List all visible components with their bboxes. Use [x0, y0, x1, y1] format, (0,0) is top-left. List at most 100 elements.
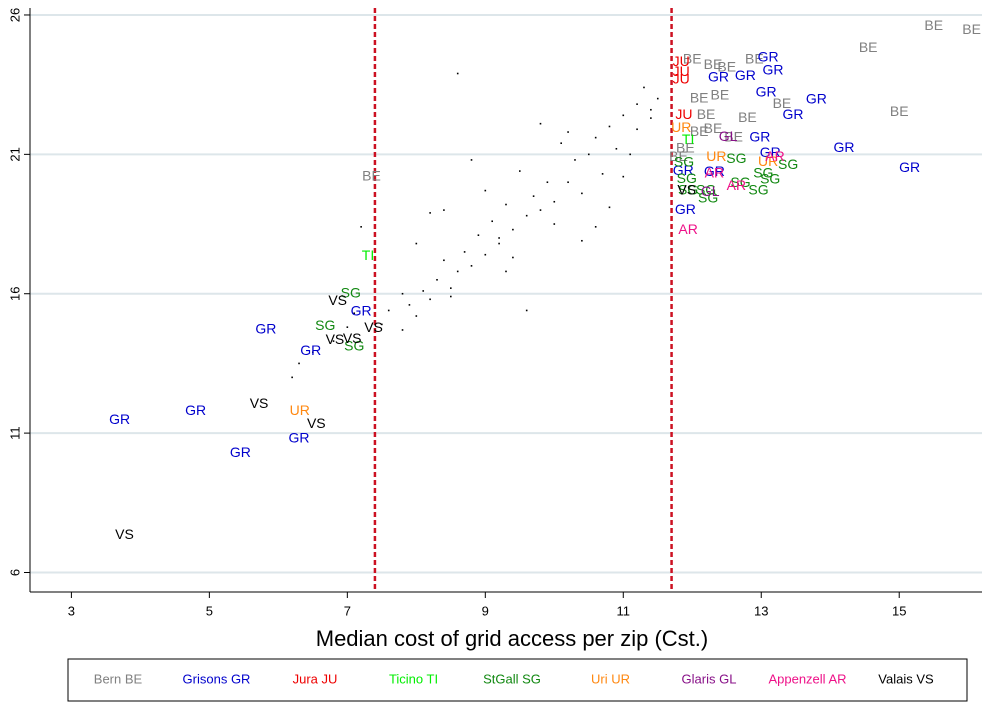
- point-label: BE: [859, 39, 878, 55]
- point-label: BE: [711, 87, 730, 103]
- dot: [608, 206, 611, 209]
- dot: [539, 122, 542, 125]
- y-tick-label: 6: [7, 569, 22, 576]
- dot: [456, 270, 459, 273]
- point-label: BE: [683, 50, 702, 66]
- dot: [387, 309, 390, 312]
- dot: [498, 237, 500, 239]
- dot: [429, 212, 431, 214]
- dot: [312, 351, 314, 354]
- point-label: SG: [341, 284, 361, 300]
- point-label: SG: [696, 181, 716, 197]
- point-label: GR: [704, 163, 725, 179]
- point-label: SG: [674, 153, 694, 169]
- point-label: BE: [669, 148, 688, 164]
- x-tick-label: 15: [892, 603, 906, 618]
- point-label: GR: [351, 303, 372, 319]
- point-label: VS: [677, 181, 696, 197]
- x-tick-label: 7: [344, 603, 351, 618]
- point-label: BE: [717, 59, 736, 75]
- point-label: GR: [300, 342, 321, 358]
- dot: [491, 220, 494, 223]
- point-label: BE: [690, 89, 709, 105]
- point-label: JU: [675, 106, 692, 122]
- point-label: BE: [697, 106, 716, 122]
- dot: [401, 292, 404, 295]
- dot: [636, 103, 638, 105]
- point-label: GR: [708, 69, 729, 85]
- point-label: BE: [676, 139, 695, 155]
- dot: [450, 295, 452, 298]
- legend-entry: StGall SG: [483, 671, 541, 686]
- dot: [470, 265, 473, 267]
- dot: [422, 290, 425, 292]
- point-label: VS: [343, 330, 362, 346]
- point-label: GR: [899, 159, 920, 175]
- dot: [525, 214, 528, 217]
- dot: [636, 128, 638, 131]
- x-tick-label: 3: [68, 603, 75, 618]
- point-label: BE: [704, 120, 723, 136]
- point-label: AR: [765, 148, 784, 164]
- point-label: VS: [115, 526, 134, 542]
- point-label: BE: [962, 21, 981, 37]
- y-tick-label: 21: [7, 147, 22, 161]
- dot: [594, 226, 597, 228]
- point-label: GR: [749, 128, 770, 144]
- y-tick-label: 16: [7, 286, 22, 300]
- dot: [346, 326, 349, 328]
- point-label: GR: [756, 84, 777, 100]
- point-label: JU: [673, 63, 690, 79]
- point-label: AR: [678, 221, 697, 237]
- dot: [581, 239, 583, 242]
- point-label: GR: [255, 321, 276, 337]
- dot: [360, 226, 362, 228]
- dot: [553, 223, 556, 225]
- dot: [415, 242, 418, 245]
- x-axis-label: Median cost of grid access per zip (Cst.…: [316, 626, 708, 651]
- x-tick-label: 13: [754, 603, 768, 618]
- dot: [574, 159, 576, 161]
- x-tick-label: 11: [617, 603, 631, 618]
- point-label: GR: [782, 106, 803, 122]
- dot: [615, 147, 618, 150]
- dot: [601, 173, 604, 175]
- point-label: UR: [758, 153, 778, 169]
- dot: [415, 315, 418, 317]
- dot: [443, 209, 445, 211]
- dot: [477, 234, 480, 236]
- dot: [463, 251, 466, 253]
- point-label: GR: [834, 139, 855, 155]
- point-label: VS: [364, 319, 383, 335]
- dot: [505, 203, 507, 206]
- point-label: GR: [673, 162, 694, 178]
- dot: [291, 376, 293, 379]
- dot: [401, 329, 404, 331]
- dot: [594, 136, 597, 139]
- point-label: SG: [698, 190, 718, 206]
- point-label: GR: [185, 402, 206, 418]
- point-label: SG: [778, 156, 798, 172]
- point-label: VS: [326, 331, 345, 347]
- dot: [622, 114, 625, 117]
- point-label: UR: [706, 148, 726, 164]
- dot: [532, 195, 535, 197]
- point-label: SG: [315, 317, 335, 333]
- dot: [436, 278, 438, 281]
- dot: [650, 117, 652, 119]
- point-label: BE: [704, 56, 723, 72]
- point-label: VS: [328, 292, 347, 308]
- point-label: BE: [924, 17, 943, 33]
- dot: [581, 192, 583, 195]
- legend-entry: Bern BE: [94, 671, 143, 686]
- dot: [505, 270, 507, 273]
- point-label: GL: [719, 128, 738, 144]
- point-label: SG: [760, 171, 780, 187]
- point-label: GR: [735, 67, 756, 83]
- point-label: TI: [362, 247, 374, 263]
- dot: [512, 228, 514, 231]
- point-label: BE: [690, 123, 709, 139]
- y-tick-label: 11: [7, 426, 22, 440]
- point-label: VS: [307, 415, 326, 431]
